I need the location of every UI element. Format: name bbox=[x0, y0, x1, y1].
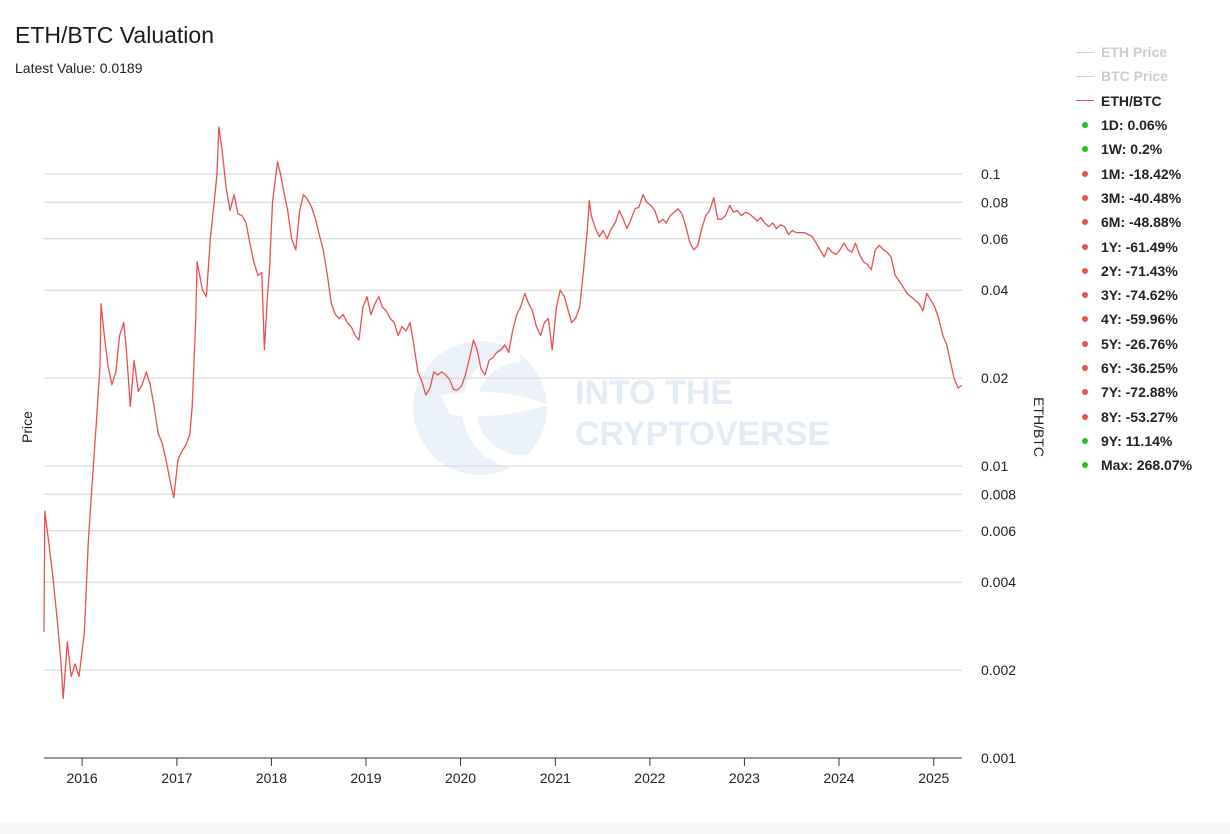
legend-label: 4Y: -59.96% bbox=[1101, 311, 1178, 328]
legend-label: 9Y: 11.14% bbox=[1101, 432, 1173, 449]
legend-line-swatch-icon bbox=[1076, 75, 1094, 77]
y-tick-label: 0.001 bbox=[981, 750, 1016, 766]
legend-item[interactable]: 1Y: -61.49% bbox=[1076, 234, 1192, 258]
watermark: INTO THE CRYPTOVERSE bbox=[413, 341, 830, 475]
y-tick-label: 0.1 bbox=[981, 166, 1001, 182]
legend-dot-icon bbox=[1082, 316, 1088, 323]
chart-subtitle: Latest Value: 0.0189 bbox=[15, 60, 143, 76]
y-tick-label: 0.06 bbox=[981, 231, 1008, 247]
x-tick-label: 2022 bbox=[634, 770, 665, 786]
legend-item[interactable]: 3M: -40.48% bbox=[1076, 186, 1192, 210]
x-tick-label: 2025 bbox=[918, 770, 949, 786]
legend-item[interactable]: ETH/BTC bbox=[1076, 89, 1192, 113]
legend-label: 1D: 0.06% bbox=[1101, 117, 1168, 134]
legend-label: 2Y: -71.43% bbox=[1101, 262, 1178, 279]
legend-dot-icon bbox=[1082, 462, 1088, 469]
x-tick-label: 2021 bbox=[540, 770, 571, 786]
y-tick-label: 0.006 bbox=[981, 523, 1016, 539]
legend-item[interactable]: 4Y: -59.96% bbox=[1076, 307, 1192, 331]
legend-item[interactable]: 1M: -18.42% bbox=[1076, 161, 1192, 185]
legend-item[interactable]: 8Y: -53.27% bbox=[1076, 404, 1192, 428]
y-axis-title-right: ETH/BTC bbox=[1031, 397, 1047, 457]
legend-label: BTC Price bbox=[1101, 68, 1168, 85]
legend-item[interactable]: 7Y: -72.88% bbox=[1076, 380, 1192, 404]
legend-label: 8Y: -53.27% bbox=[1101, 408, 1178, 425]
legend-label: 5Y: -26.76% bbox=[1101, 335, 1178, 352]
legend-dot-icon bbox=[1082, 170, 1088, 177]
legend-label: 3Y: -74.62% bbox=[1101, 287, 1178, 304]
legend-item[interactable]: 3Y: -74.62% bbox=[1076, 283, 1192, 307]
legend-dot-icon bbox=[1082, 292, 1088, 299]
legend-item[interactable]: 9Y: 11.14% bbox=[1076, 429, 1192, 453]
latest-value-label: Latest Value: bbox=[15, 60, 96, 76]
series-line-eth-btc[interactable] bbox=[43, 126, 963, 700]
x-axis-ticks: 2016 2017 2018 2019 2020 2021 2022 2023 2024 2025 bbox=[66, 758, 950, 786]
x-tick-label: 2020 bbox=[445, 770, 476, 786]
legend-dot-icon bbox=[1082, 389, 1088, 396]
legend-line-swatch-icon bbox=[1076, 100, 1094, 102]
legend-label: ETH Price bbox=[1101, 44, 1168, 61]
x-tick-label: 2017 bbox=[161, 770, 192, 786]
legend-label: 6M: -48.88% bbox=[1101, 214, 1182, 231]
legend-dot-icon bbox=[1082, 243, 1088, 250]
legend-dot-icon bbox=[1082, 340, 1088, 347]
legend-dot-icon bbox=[1082, 122, 1088, 129]
legend-item[interactable]: 6Y: -36.25% bbox=[1076, 356, 1192, 380]
legend-dot-icon bbox=[1082, 194, 1088, 201]
legend-label: 1M: -18.42% bbox=[1101, 165, 1182, 182]
legend-dot-icon bbox=[1082, 267, 1088, 274]
bottom-strip bbox=[0, 822, 1230, 834]
x-tick-label: 2018 bbox=[256, 770, 287, 786]
legend-line-swatch-icon bbox=[1076, 51, 1094, 53]
watermark-logo-icon bbox=[413, 341, 548, 475]
y-tick-label: 0.004 bbox=[981, 574, 1016, 590]
legend-item[interactable]: 1D: 0.06% bbox=[1076, 113, 1192, 137]
x-tick-label: 2016 bbox=[66, 770, 97, 786]
y-tick-label: 0.04 bbox=[981, 282, 1008, 298]
legend-item[interactable]: 5Y: -26.76% bbox=[1076, 332, 1192, 356]
y-tick-label: 0.08 bbox=[981, 194, 1008, 210]
legend-label: 1W: 0.2% bbox=[1101, 141, 1163, 158]
y-tick-label: 0.008 bbox=[981, 486, 1016, 502]
y-tick-label: 0.002 bbox=[981, 662, 1016, 678]
legend-label: 6Y: -36.25% bbox=[1101, 360, 1178, 376]
legend-label: 7Y: -72.88% bbox=[1101, 384, 1178, 401]
legend-item[interactable]: 2Y: -71.43% bbox=[1076, 259, 1192, 283]
y-axis-title-left: Price bbox=[19, 411, 35, 443]
legend-dot-icon bbox=[1082, 413, 1088, 420]
legend-item[interactable]: ETH Price bbox=[1076, 40, 1192, 64]
x-tick-label: 2024 bbox=[823, 770, 854, 786]
legend-dot-icon bbox=[1082, 219, 1088, 226]
legend: ETH Price BTC Price ETH/BTC 1D: 0.06% 1W: 0.… bbox=[1076, 40, 1192, 477]
watermark-text-line-1: INTO THE bbox=[575, 374, 733, 412]
legend-dot-icon bbox=[1082, 365, 1088, 371]
legend-dot-icon bbox=[1082, 437, 1088, 444]
legend-label: 3M: -40.48% bbox=[1101, 189, 1182, 206]
legend-item[interactable]: Max: 268.07% bbox=[1076, 453, 1192, 477]
latest-value: 0.0189 bbox=[99, 60, 143, 76]
x-tick-label: 2019 bbox=[350, 770, 381, 786]
legend-item[interactable]: BTC Price bbox=[1076, 64, 1192, 88]
legend-label: 1Y: -61.49% bbox=[1101, 238, 1178, 255]
watermark-text-line-2: CRYPTOVERSE bbox=[575, 415, 830, 453]
y-tick-label: 0.02 bbox=[981, 370, 1008, 386]
y-axis-ticks: 0.1 0.08 0.06 0.04 0.02 0.01 0.008 0.006 0.004 0.… bbox=[981, 166, 1016, 766]
legend-label: ETH/BTC bbox=[1101, 92, 1162, 109]
legend-dot-icon bbox=[1082, 146, 1088, 153]
legend-item[interactable]: 1W: 0.2% bbox=[1076, 137, 1192, 161]
legend-item[interactable]: 6M: -48.88% bbox=[1076, 210, 1192, 234]
x-tick-label: 2023 bbox=[729, 770, 760, 786]
y-tick-label: 0.01 bbox=[981, 458, 1008, 474]
chart-title: ETH/BTC Valuation bbox=[15, 22, 214, 48]
legend-label: Max: 268.07% bbox=[1101, 457, 1193, 474]
